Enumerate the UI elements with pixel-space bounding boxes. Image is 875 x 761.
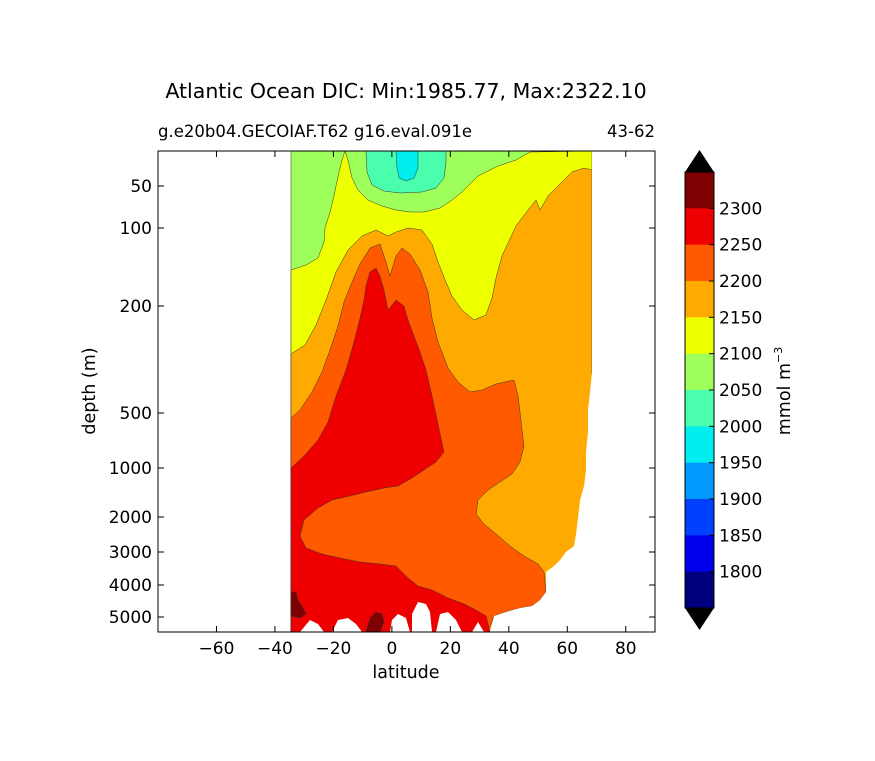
colorbar-level-label: 2300 [719, 199, 762, 219]
colorbar-band [685, 462, 714, 500]
colorbar-label-exponent: −3 [772, 347, 785, 363]
contour-band-1950-2000 [395, 151, 419, 182]
colorbar-level-label: 2100 [719, 345, 762, 365]
x-tick-label: 60 [556, 639, 578, 659]
colorbar-band [685, 426, 714, 464]
y-tick-label: 2000 [109, 508, 152, 528]
chart-subtitle-left: g.e20b04.GECOIAF.T62 g16.eval.091e [158, 122, 472, 141]
x-tick-label: −20 [315, 639, 351, 659]
contour-band-2250-2300 [290, 267, 491, 632]
colorbar-level-label: 2150 [719, 308, 762, 328]
bathymetry-mask [300, 602, 514, 632]
y-tick-label: 200 [120, 297, 152, 317]
colorbar-level-label: 2000 [719, 417, 762, 437]
x-tick-label: −40 [257, 639, 293, 659]
x-tick-label: 80 [615, 639, 637, 659]
colorbar-extend-bottom [685, 608, 714, 630]
x-tick-label: −60 [199, 639, 235, 659]
colorbar-band [685, 281, 714, 318]
colorbar-band [685, 172, 714, 209]
colorbar-level-label: 2250 [719, 236, 762, 256]
colorbar-band [685, 571, 714, 609]
colorbar-band [685, 208, 714, 246]
y-tick-label: 4000 [109, 576, 152, 596]
colorbar: 1800 1850 1900 1950 2000 2050 2100 2150 2200 2250… [684, 150, 762, 630]
colorbar-band [685, 390, 714, 427]
plot-area [290, 151, 655, 632]
axes-frame [157, 150, 656, 633]
colorbar-level-label: 2200 [719, 272, 762, 292]
colorbar-label: mmol m−3 [772, 347, 795, 436]
colorbar-level-label: 1850 [719, 526, 762, 546]
x-tick-label: 20 [440, 639, 462, 659]
colorbar-level-label: 1950 [719, 454, 762, 474]
y-axis: 50 100 200 500 1000 2000 3000 4000 5000 [109, 177, 655, 628]
x-tick-label: 0 [386, 639, 397, 659]
y-tick-label: 50 [130, 177, 152, 197]
y-tick-label: 100 [120, 219, 152, 239]
colorbar-band [685, 499, 714, 536]
chart-title: Atlantic Ocean DIC: Min:1985.77, Max:232… [165, 79, 646, 103]
y-tick-label: 5000 [109, 608, 152, 628]
colorbar-band [685, 353, 714, 391]
x-axis-label: latitude [372, 663, 439, 683]
no-data-mask [490, 151, 655, 632]
colorbar-band [685, 317, 714, 355]
colorbar-level-label: 1900 [719, 490, 762, 510]
x-axis: −60 −40 −20 0 20 40 60 80 [199, 151, 637, 659]
colorbar-level-label: 2050 [719, 381, 762, 401]
colorbar-band [685, 535, 714, 573]
colorbar-label-unit: mmol m [775, 363, 795, 435]
contour-band-over-2300-b [365, 611, 385, 632]
contour-band-over-2300 [290, 591, 307, 619]
chart-subtitle-right: 43-62 [607, 122, 655, 141]
colorbar-band [685, 244, 714, 282]
colorbar-label-group: mmol m−3 [772, 347, 795, 436]
y-tick-label: 500 [120, 404, 152, 424]
y-tick-label: 1000 [109, 459, 152, 479]
colorbar-extend-top [685, 150, 714, 172]
colorbar-level-label: 1800 [719, 563, 762, 583]
y-tick-label: 3000 [109, 543, 152, 563]
y-axis-label: depth (m) [80, 347, 100, 434]
x-tick-label: 40 [498, 639, 520, 659]
